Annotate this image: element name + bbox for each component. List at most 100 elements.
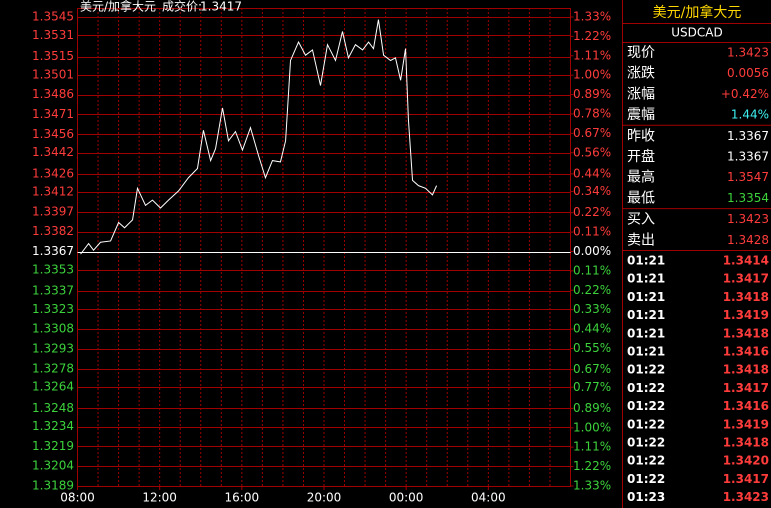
tick-time: 01:21 [627,254,665,268]
tick-price: 1.3417 [723,381,769,395]
quote-value: 1.3428 [727,233,769,247]
tick-time: 01:22 [627,472,665,486]
y-tick-label: 1.3308 [32,322,74,336]
y2-tick-label: 1.00% [573,68,611,82]
tick-time: 01:21 [627,272,665,286]
y2-tick-label: 0.00% [573,244,611,258]
tick-time: 01:22 [627,454,665,468]
y-tick-label: 1.3248 [32,401,74,415]
y2-tick-label: 1.22% [573,459,611,473]
y-tick-label: 1.3278 [32,361,74,375]
tick-price: 1.3418 [723,290,769,304]
chart-title: 美元/加拿大元 [80,0,156,14]
tick-price: 1.3423 [723,490,769,504]
y2-tick-label: 0.55% [573,341,611,355]
price-label: 成交价: [162,0,202,14]
tick-time: 01:21 [627,308,665,322]
tick-price: 1.3416 [723,345,769,359]
y2-tick-label: 1.00% [573,420,611,434]
quote-label: 卖出 [627,232,655,248]
y2-tick-label: 0.78% [573,106,611,120]
tick-price: 1.3420 [723,454,769,468]
quote-value: 1.3367 [727,129,769,143]
quote-label: 震幅 [627,107,655,123]
x-tick-label: 00:00 [389,491,424,505]
y2-tick-label: 1.22% [573,29,611,43]
y-tick-label: 1.3264 [32,380,74,394]
y-tick-label: 1.3545 [32,10,74,24]
quote-label: 开盘 [627,148,655,165]
quote-value: 1.3354 [727,191,769,205]
y-tick-label: 1.3397 [32,204,74,218]
quote-value: 1.3547 [727,170,769,184]
quote-label: 昨收 [627,128,655,144]
y-tick-label: 1.3501 [32,67,74,81]
tick-time: 01:22 [627,436,665,450]
tick-price: 1.3418 [723,363,769,377]
quote-label: 买入 [627,212,655,228]
tick-time: 01:21 [627,290,665,304]
y2-tick-label: 0.11% [573,225,611,239]
y-tick-label: 1.3204 [32,459,74,473]
price-line [80,19,438,255]
tick-time: 01:22 [627,399,665,413]
x-tick-label: 20:00 [307,491,342,505]
y-tick-label: 1.3456 [32,127,74,141]
y2-tick-label: 1.33% [573,10,611,24]
y-tick-label: 1.3234 [32,419,74,433]
y2-tick-label: 1.11% [573,48,611,62]
y-tick-label: 1.3219 [32,439,74,453]
tick-time: 01:21 [627,345,665,359]
quote-label: 最低 [627,190,655,206]
tick-price: 1.3418 [723,326,769,340]
tick-price: 1.3419 [723,417,769,431]
quote-label: 涨跌 [627,66,655,82]
quote-value: 1.44% [731,108,769,122]
price: 1.3417 [200,0,242,14]
y2-tick-label: 0.56% [573,145,611,159]
y2-tick-label: 0.89% [573,87,611,101]
panel-code: USDCAD [671,26,722,40]
tick-price: 1.3414 [723,254,769,268]
y-tick-label: 1.3531 [32,28,74,42]
y2-tick-label: 0.77% [573,380,611,394]
y-tick-label: 1.3353 [32,262,74,276]
tick-price: 1.3416 [723,399,769,413]
y-tick-label: 1.3515 [32,49,74,63]
y2-tick-label: 0.67% [573,362,611,376]
tick-price: 1.3419 [723,308,769,322]
y-tick-label: 1.3382 [32,224,74,238]
y2-tick-label: 0.89% [573,401,611,415]
quote-label: 涨幅 [627,86,655,102]
tick-time: 01:21 [627,326,665,340]
quote-value: 1.3423 [727,212,769,226]
x-tick-label: 04:00 [471,491,506,505]
quote-value: 1.3367 [727,150,769,164]
y-tick-label: 1.3293 [32,341,74,355]
panel-title: 美元/加拿大元 [653,4,742,21]
y2-tick-label: 0.33% [573,302,611,316]
quote-value: 0.0056 [727,66,769,80]
y-tick-label: 1.3426 [32,166,74,180]
x-tick-label: 16:00 [225,491,260,505]
tick-time: 01:22 [627,363,665,377]
y-tick-label: 1.3337 [32,284,74,298]
y2-tick-label: 0.44% [573,166,611,180]
y2-tick-label: 0.22% [573,283,611,297]
tick-price: 1.3417 [723,472,769,486]
x-tick-label: 12:00 [142,491,177,505]
tick-time: 01:22 [627,417,665,431]
tick-time: 01:22 [627,381,665,395]
x-tick-label: 08:00 [60,491,95,505]
y-tick-label: 1.3189 [32,479,74,493]
y-tick-label: 1.3323 [32,302,74,316]
quote-value: 1.3423 [727,46,769,60]
y2-tick-label: 1.33% [573,479,611,493]
quote-label: 最高 [627,169,655,186]
tick-time: 01:23 [627,490,665,504]
y2-tick-label: 0.22% [573,205,611,219]
y2-tick-label: 0.11% [573,263,611,277]
quote-value: +0.42% [721,87,769,101]
y-tick-label: 1.3486 [32,87,74,101]
